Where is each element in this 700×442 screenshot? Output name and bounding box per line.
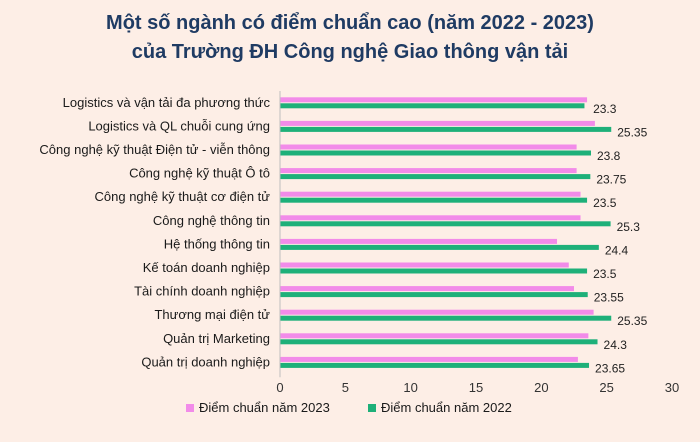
bar-2022 [280, 362, 590, 368]
category-label: Công nghệ kỹ thuật Điện tử - viễn thông [39, 142, 270, 157]
data-label: 25.3 [617, 220, 641, 234]
legend-swatch [186, 404, 194, 412]
category-label: Hệ thống thông tin [164, 236, 270, 251]
data-label: 25.35 [617, 125, 647, 139]
bar-2023 [280, 309, 594, 315]
bar-2022 [280, 315, 612, 321]
bar-2023 [280, 333, 589, 339]
legend-label: Điểm chuẩn năm 2022 [381, 400, 512, 415]
data-label: 23.5 [593, 267, 617, 281]
data-label: 23.3 [593, 102, 617, 116]
category-label: Tài chính doanh nghiệp [134, 284, 270, 299]
bar-2022 [280, 150, 591, 156]
x-tick-label: 20 [534, 380, 548, 395]
category-label: Thương mại điện tử [154, 307, 270, 322]
bar-2022 [280, 126, 612, 132]
data-label: 23.8 [597, 149, 621, 163]
chart-title: Một số ngành có điểm chuẩn cao (năm 2022… [106, 12, 594, 34]
category-label: Logistics và QL chuỗi cung ứng [88, 118, 270, 133]
data-label: 23.5 [593, 196, 617, 210]
bar-2023 [280, 262, 569, 268]
bar-2023 [280, 215, 581, 221]
data-label: 23.65 [595, 361, 625, 375]
category-label: Công nghệ thông tin [153, 213, 270, 228]
bar-2023 [280, 238, 558, 244]
bar-2022 [280, 103, 585, 109]
x-tick-label: 30 [665, 380, 679, 395]
bar-2022 [280, 268, 588, 274]
x-tick-label: 10 [403, 380, 417, 395]
chart-subtitle: của Trường ĐH Công nghệ Giao thông vận t… [131, 41, 569, 63]
category-label: Quản trị doanh nghiệp [141, 354, 270, 369]
bar-2023 [280, 286, 574, 292]
legend-swatch [368, 404, 376, 412]
data-label: 23.55 [594, 291, 624, 305]
legend-label: Điểm chuẩn năm 2023 [199, 400, 330, 415]
bar-2023 [280, 356, 578, 362]
bar-2023 [280, 168, 577, 174]
bar-2023 [280, 97, 588, 103]
data-label: 24.3 [604, 338, 628, 352]
x-tick-label: 15 [469, 380, 483, 395]
bar-2022 [280, 174, 591, 180]
bar-2022 [280, 197, 588, 203]
bar-2023 [280, 191, 581, 197]
bar-2023 [280, 120, 595, 126]
category-label: Quản trị Marketing [163, 331, 270, 346]
category-label: Công nghệ kỹ thuật cơ điện tử [95, 189, 271, 204]
data-label: 23.75 [596, 173, 626, 187]
bar-2023 [280, 144, 577, 150]
bar-2022 [280, 292, 588, 298]
data-label: 25.35 [617, 314, 647, 328]
category-label: Kế toán doanh nghiệp [143, 260, 270, 275]
x-tick-label: 0 [276, 380, 283, 395]
category-label: Logistics và vận tải đa phương thức [63, 95, 271, 110]
category-label: Công nghệ kỹ thuật Ô tô [129, 166, 270, 181]
bar-2022 [280, 244, 599, 250]
data-label: 24.4 [605, 243, 629, 257]
x-tick-label: 25 [599, 380, 613, 395]
bar-2022 [280, 339, 598, 345]
bar-2022 [280, 221, 611, 227]
x-tick-label: 5 [342, 380, 349, 395]
